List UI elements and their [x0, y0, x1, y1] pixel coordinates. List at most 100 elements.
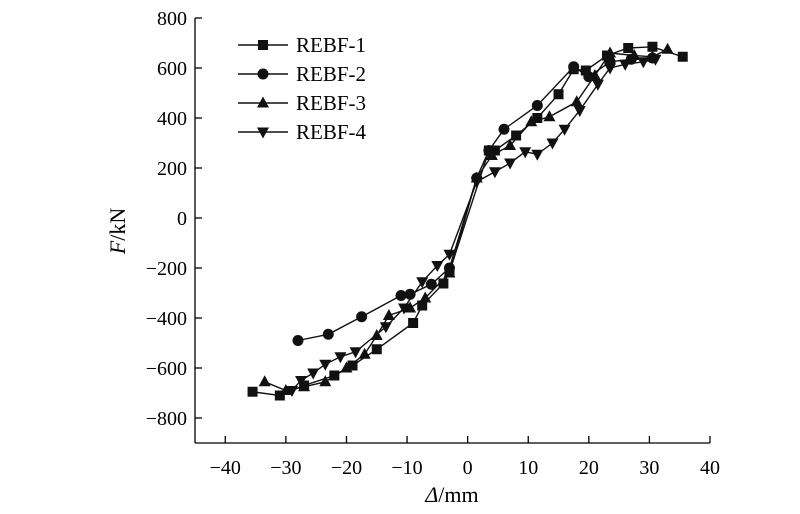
data-point — [258, 375, 271, 387]
legend-marker — [257, 96, 269, 108]
data-point — [504, 158, 517, 170]
x-tick-label: −20 — [331, 457, 362, 479]
data-point — [285, 386, 298, 397]
y-tick-label: −400 — [146, 308, 187, 330]
data-point — [340, 361, 353, 373]
legend-label: REBF-4 — [296, 120, 367, 144]
x-tick-label: 40 — [700, 457, 720, 479]
data-point — [570, 95, 583, 107]
data-point — [661, 42, 674, 54]
legend-label: REBF-3 — [296, 91, 366, 115]
data-point — [379, 322, 392, 334]
data-point — [295, 376, 308, 387]
data-point — [498, 123, 510, 135]
x-tick-label: 10 — [518, 457, 538, 479]
data-point — [591, 79, 604, 91]
x-tick-label: 0 — [463, 457, 473, 479]
data-point — [677, 51, 688, 62]
data-point — [416, 277, 429, 289]
data-point — [319, 375, 332, 387]
y-tick-label: −600 — [146, 358, 187, 380]
data-point — [511, 130, 522, 141]
data-point — [504, 139, 517, 150]
data-point — [358, 347, 371, 359]
data-point — [274, 390, 285, 401]
y-tick-label: 600 — [157, 58, 187, 80]
data-point — [371, 344, 382, 355]
legend-marker — [257, 68, 269, 80]
data-point — [628, 49, 641, 60]
data-point — [532, 113, 543, 123]
y-tick-label: 400 — [157, 108, 187, 130]
y-axis-unit: /kN — [105, 208, 130, 241]
data-point — [356, 311, 368, 323]
data-point — [558, 124, 571, 136]
data-point — [553, 89, 564, 100]
legend-item: REBF-1 — [238, 33, 366, 57]
x-tick-label: 20 — [579, 457, 599, 479]
x-axis-unit: /mm — [438, 482, 478, 507]
series-4 — [285, 54, 662, 397]
data-point — [247, 386, 258, 397]
legend-label: REBF-1 — [296, 33, 366, 57]
data-point — [568, 61, 580, 73]
x-tick-label: 30 — [639, 457, 659, 479]
data-point — [431, 261, 444, 272]
data-point — [404, 288, 416, 300]
data-point — [438, 278, 449, 289]
series-layer — [247, 41, 688, 401]
data-point — [322, 328, 334, 340]
series-line — [264, 48, 668, 392]
data-point — [649, 54, 662, 66]
legend-item: REBF-2 — [238, 62, 366, 86]
data-point — [408, 318, 419, 328]
data-point — [470, 177, 483, 189]
data-point — [543, 110, 556, 122]
y-tick-label: −200 — [146, 258, 187, 280]
x-tick-label: −10 — [391, 457, 422, 479]
data-point — [443, 249, 456, 261]
x-axis-symbol: Δ — [424, 482, 438, 507]
data-point — [546, 138, 559, 150]
data-point — [519, 147, 532, 159]
data-point — [347, 360, 358, 371]
y-tick-label: 0 — [177, 208, 187, 230]
data-point — [417, 300, 428, 311]
data-point — [619, 59, 632, 71]
data-point — [588, 69, 601, 80]
data-point — [623, 43, 634, 53]
legend-marker — [258, 40, 268, 50]
y-tick-label: 200 — [157, 158, 187, 180]
data-point — [395, 290, 407, 301]
legend-marker — [257, 127, 269, 139]
data-point — [604, 46, 617, 58]
legend: REBF-1 REBF-2 REBF-3 REBF-4 — [238, 33, 367, 144]
data-point — [531, 149, 544, 161]
x-tick-label: −30 — [270, 457, 301, 479]
data-point — [425, 278, 437, 290]
data-point — [404, 301, 417, 313]
legend-item: REBF-3 — [238, 91, 366, 115]
x-tick-label: −40 — [210, 457, 241, 479]
data-point — [531, 100, 543, 111]
legend-item: REBF-4 — [238, 120, 367, 144]
y-axis-symbol: F — [105, 240, 130, 255]
data-point — [525, 115, 538, 127]
data-point — [573, 106, 586, 117]
data-point — [580, 65, 591, 76]
data-point — [292, 335, 304, 346]
data-point — [443, 266, 456, 278]
data-point — [604, 63, 617, 75]
data-point — [334, 352, 347, 364]
data-point — [488, 167, 501, 179]
y-axis-title: F/kN — [105, 208, 130, 256]
data-point — [298, 380, 311, 392]
data-point — [349, 347, 362, 359]
data-point — [647, 41, 658, 52]
data-point — [307, 368, 320, 380]
x-axis-title: Δ/mm — [424, 482, 478, 507]
data-point — [279, 384, 292, 395]
